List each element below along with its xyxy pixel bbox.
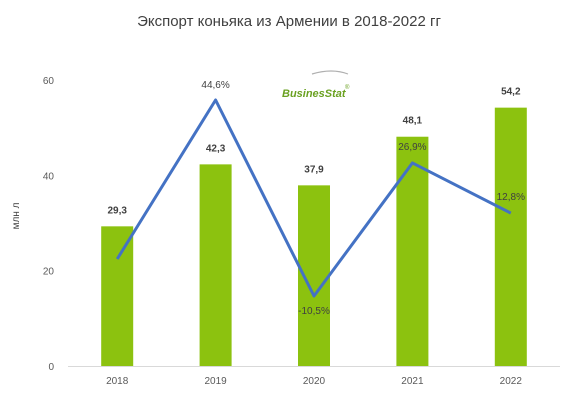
y-tick-label: 40 <box>43 171 55 182</box>
growth-value-label: 44,6% <box>201 80 229 91</box>
growth-line-group: 44,6% -10,5% 26,9% 12,8% <box>115 80 525 317</box>
bar-value-label: 42,3 <box>206 143 226 154</box>
logo-text: BusinesStat <box>282 88 347 100</box>
y-tick-label: 60 <box>43 76 55 87</box>
y-tick-label: 0 <box>48 362 54 373</box>
bars <box>101 107 527 366</box>
y-axis-label: млн л <box>11 202 22 229</box>
axes: 0 20 40 60 2018 2019 2020 2021 2022 <box>43 76 560 387</box>
x-tick-label: 2022 <box>500 376 523 387</box>
growth-value-label: 26,9% <box>398 142 426 153</box>
bar-value-label: 48,1 <box>403 116 423 127</box>
growth-value-label: 12,8% <box>497 192 525 203</box>
bar-value-label: 37,9 <box>304 164 324 175</box>
x-tick-label: 2019 <box>204 376 227 387</box>
bar-value-label: 29,3 <box>107 205 127 216</box>
bar-value-label: 54,2 <box>501 87 521 98</box>
growth-value-label: -10,5% <box>298 306 330 317</box>
chart-title: Экспорт коньяка из Армении в 2018-2022 г… <box>137 13 441 30</box>
logo: BusinesStat ® <box>282 70 350 100</box>
bar <box>101 226 134 366</box>
x-tick-label: 2018 <box>106 376 129 387</box>
bar <box>199 164 232 366</box>
bar-labels: 29,3 42,3 37,9 48,1 54,2 <box>107 87 521 217</box>
bar <box>396 136 429 366</box>
x-tick-label: 2021 <box>401 376 424 387</box>
logo-mark: ® <box>345 84 350 91</box>
x-tick-label: 2020 <box>303 376 326 387</box>
y-tick-label: 20 <box>43 267 55 278</box>
bar <box>494 107 527 366</box>
logo-swoosh <box>311 70 349 75</box>
